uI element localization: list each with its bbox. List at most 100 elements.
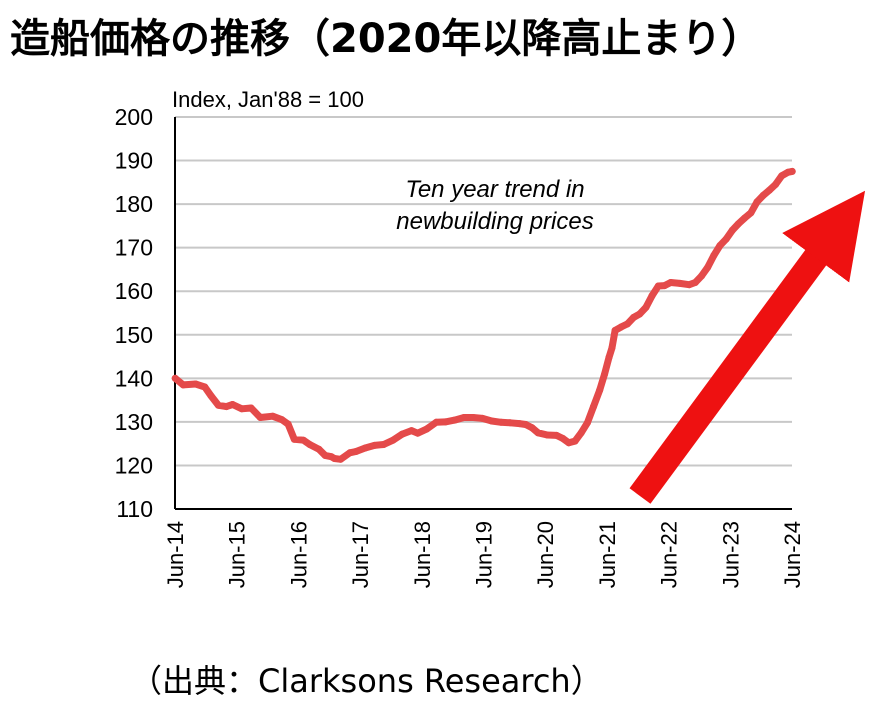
- data-point: [528, 424, 536, 432]
- x-tick-label: Jun-24: [780, 521, 805, 588]
- data-point: [414, 429, 422, 437]
- data-point: [642, 303, 650, 311]
- data-point: [389, 436, 397, 444]
- y-tick-label-200: 200: [115, 104, 153, 130]
- data-point: [380, 441, 388, 448]
- data-point: [179, 381, 187, 389]
- data-point: [408, 427, 415, 435]
- data-point: [611, 326, 619, 334]
- data-point: [207, 392, 215, 400]
- data-point: [565, 439, 573, 447]
- annotation-line: newbuilding prices: [396, 208, 593, 235]
- data-point: [747, 209, 755, 217]
- x-tick-label: Jun-19: [472, 521, 497, 588]
- data-point: [596, 386, 604, 394]
- data-point: [716, 242, 724, 249]
- data-point: [506, 419, 514, 427]
- data-point: [571, 437, 579, 445]
- y-tick-label-140: 140: [115, 365, 153, 391]
- data-point: [290, 435, 298, 443]
- data-point: [300, 436, 307, 444]
- data-point: [306, 441, 314, 448]
- data-point: [772, 181, 779, 188]
- data-point: [667, 279, 675, 286]
- source-note: （出典：Clarksons Research）: [130, 662, 603, 700]
- data-point: [432, 418, 440, 426]
- x-tick-label: Jun-20: [533, 521, 558, 588]
- x-tick-label: Jun-22: [657, 521, 682, 588]
- data-point: [201, 383, 209, 391]
- data-point: [337, 455, 345, 463]
- data-point: [441, 418, 449, 426]
- data-point: [488, 417, 496, 425]
- data-point: [583, 419, 591, 427]
- data-point: [759, 191, 767, 199]
- data-point: [469, 414, 477, 421]
- x-tick-label: Jun-15: [225, 521, 250, 588]
- trend-annotation: Ten year trend in newbuilding prices: [396, 176, 593, 235]
- data-point: [735, 220, 742, 228]
- data-point: [361, 444, 369, 452]
- y-tick-label-130: 130: [115, 409, 153, 435]
- x-tick-label: Jun-23: [718, 521, 743, 588]
- y-tick-label-160: 160: [115, 278, 153, 304]
- data-point: [559, 434, 567, 442]
- data-point: [778, 172, 786, 180]
- data-point: [451, 416, 459, 424]
- x-tick-label: Jun-14: [163, 521, 188, 588]
- data-point: [247, 404, 255, 412]
- data-point: [636, 310, 644, 318]
- data-point: [617, 323, 625, 331]
- data-point: [398, 430, 406, 438]
- data-point: [371, 441, 378, 449]
- data-point: [269, 412, 277, 420]
- axes: [174, 117, 792, 510]
- data-point: [601, 370, 609, 378]
- y-tick-label-190: 190: [115, 148, 153, 174]
- x-tick-labels: Jun-14 Jun-15 Jun-16 Jun-17 Jun-18 Jun-19 Jun-…: [163, 521, 805, 588]
- data-point: [590, 403, 597, 411]
- data-point: [214, 401, 222, 409]
- x-tick-label: Jun-21: [595, 521, 620, 588]
- x-tick-label: Jun-17: [348, 521, 373, 588]
- data-point: [229, 401, 237, 408]
- data-point: [315, 445, 323, 453]
- data-point: [685, 281, 693, 289]
- data-point: [497, 418, 505, 426]
- data-point: [321, 451, 329, 459]
- x-tick-label: Jun-18: [410, 521, 435, 588]
- data-point: [192, 380, 200, 388]
- data-point: [691, 279, 699, 286]
- y-tick-label-120: 120: [115, 452, 153, 478]
- data-point: [534, 429, 542, 437]
- y-tick-label-170: 170: [115, 235, 153, 261]
- y-tick-labels: 110 120 130 140 150 160 170 180 190 200: [115, 104, 153, 522]
- data-point: [741, 214, 749, 222]
- data-point: [753, 198, 761, 206]
- data-point: [522, 421, 530, 428]
- annotation-line: Ten year trend in: [405, 176, 584, 203]
- data-point: [676, 279, 684, 287]
- data-point: [460, 414, 468, 421]
- data-point: [661, 282, 668, 290]
- data-point: [624, 320, 631, 328]
- data-point: [605, 353, 613, 361]
- data-point: [788, 167, 796, 175]
- data-point: [553, 431, 560, 439]
- data-point: [479, 414, 486, 422]
- data-point: [704, 263, 712, 271]
- page-title: 造船価格の推移（2020年以降高止まり）: [10, 16, 762, 62]
- data-point: [722, 235, 730, 243]
- x-tick-label: Jun-16: [286, 521, 311, 588]
- data-point: [654, 282, 662, 290]
- data-point: [698, 272, 705, 280]
- data-point: [171, 374, 179, 382]
- data-point: [346, 449, 354, 457]
- data-point: [284, 420, 292, 428]
- data-point: [330, 455, 338, 462]
- data-point: [577, 429, 585, 437]
- unit-label: Index, Jan'88 = 100: [172, 87, 364, 112]
- data-point: [352, 448, 360, 455]
- y-tick-label-180: 180: [115, 191, 153, 217]
